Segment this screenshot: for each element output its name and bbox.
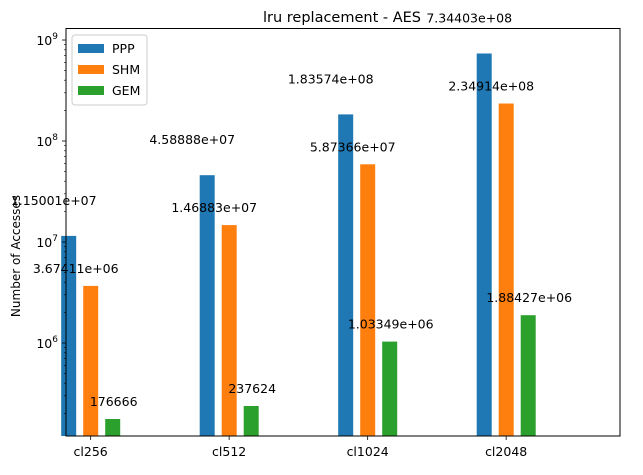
bar-ppp-cl1024 <box>338 114 354 437</box>
plot-area: 1.15001e+07 4.58888e+07 1.83574e+08 7.34403… <box>11 11 572 460</box>
y-tick-label-base: 10 <box>36 336 52 351</box>
axes-frame <box>65 28 621 437</box>
bar-shm-cl1024 <box>360 164 376 437</box>
bar-gem-cl2048 <box>520 315 536 436</box>
legend-label-gem: GEM <box>112 83 140 98</box>
bar-shm-cl256 <box>83 285 99 436</box>
data-label-shm-cl2048: 2.34914e+08 <box>448 79 534 94</box>
data-label-shm-cl512: 1.46883e+07 <box>171 200 257 215</box>
y-tick-label-base: 10 <box>36 134 52 149</box>
bar-shm-cl512 <box>221 225 237 436</box>
data-label-ppp-cl1024: 1.83574e+08 <box>288 71 374 86</box>
data-label-ppp-cl256: 1.15001e+07 <box>11 193 97 208</box>
bar-shm-cl2048 <box>498 103 514 436</box>
y-tick-label-exponent: 8 <box>52 133 58 143</box>
data-label-gem-cl2048: 1.88427e+06 <box>486 290 572 305</box>
data-label-gem-cl512: 237624 <box>228 381 276 396</box>
x-tick-label-cl2048: cl2048 <box>485 444 527 459</box>
data-label-ppp-cl512: 4.58888e+07 <box>149 132 235 147</box>
bar-gem-cl256 <box>105 419 121 436</box>
legend-swatch-shm <box>78 65 104 74</box>
y-tick-label-exponent: 9 <box>52 32 58 42</box>
legend-label-shm: SHM <box>112 62 140 77</box>
data-label-shm-cl1024: 5.87366e+07 <box>310 139 396 154</box>
data-label-shm-cl256: 3.67411e+06 <box>33 261 119 276</box>
bar-ppp-cl256 <box>61 235 77 436</box>
y-tick-label-base: 10 <box>36 235 52 250</box>
legend-label-ppp: PPP <box>112 41 135 56</box>
y-tick-label-exponent: 6 <box>52 335 58 345</box>
y-tick-label-3: 109 <box>36 32 58 48</box>
bar-gem-cl512 <box>243 406 259 436</box>
legend-swatch-gem <box>78 86 104 95</box>
x-tick-label-cl512: cl512 <box>212 444 246 459</box>
x-tick-label-cl1024: cl1024 <box>347 444 389 459</box>
legend-swatch-ppp <box>78 44 104 53</box>
x-tick-label-cl256: cl256 <box>74 444 108 459</box>
chart-title: lru replacement - AES <box>263 10 421 26</box>
bar-gem-cl1024 <box>382 341 398 436</box>
y-tick-label-exponent: 7 <box>52 234 58 244</box>
data-label-gem-cl256: 176666 <box>90 394 138 409</box>
data-label-ppp-cl2048: 7.34403e+08 <box>426 11 512 26</box>
bar-ppp-cl512 <box>199 175 215 436</box>
y-tick-label-2: 108 <box>36 133 58 149</box>
bar-ppp-cl2048 <box>476 53 492 436</box>
data-label-gem-cl1024: 1.03349e+06 <box>348 317 434 332</box>
y-tick-label-0: 106 <box>36 335 58 351</box>
y-tick-label-1: 107 <box>36 234 58 250</box>
y-axis-label: Number of Accesses <box>9 195 23 317</box>
y-tick-label-base: 10 <box>36 33 52 48</box>
